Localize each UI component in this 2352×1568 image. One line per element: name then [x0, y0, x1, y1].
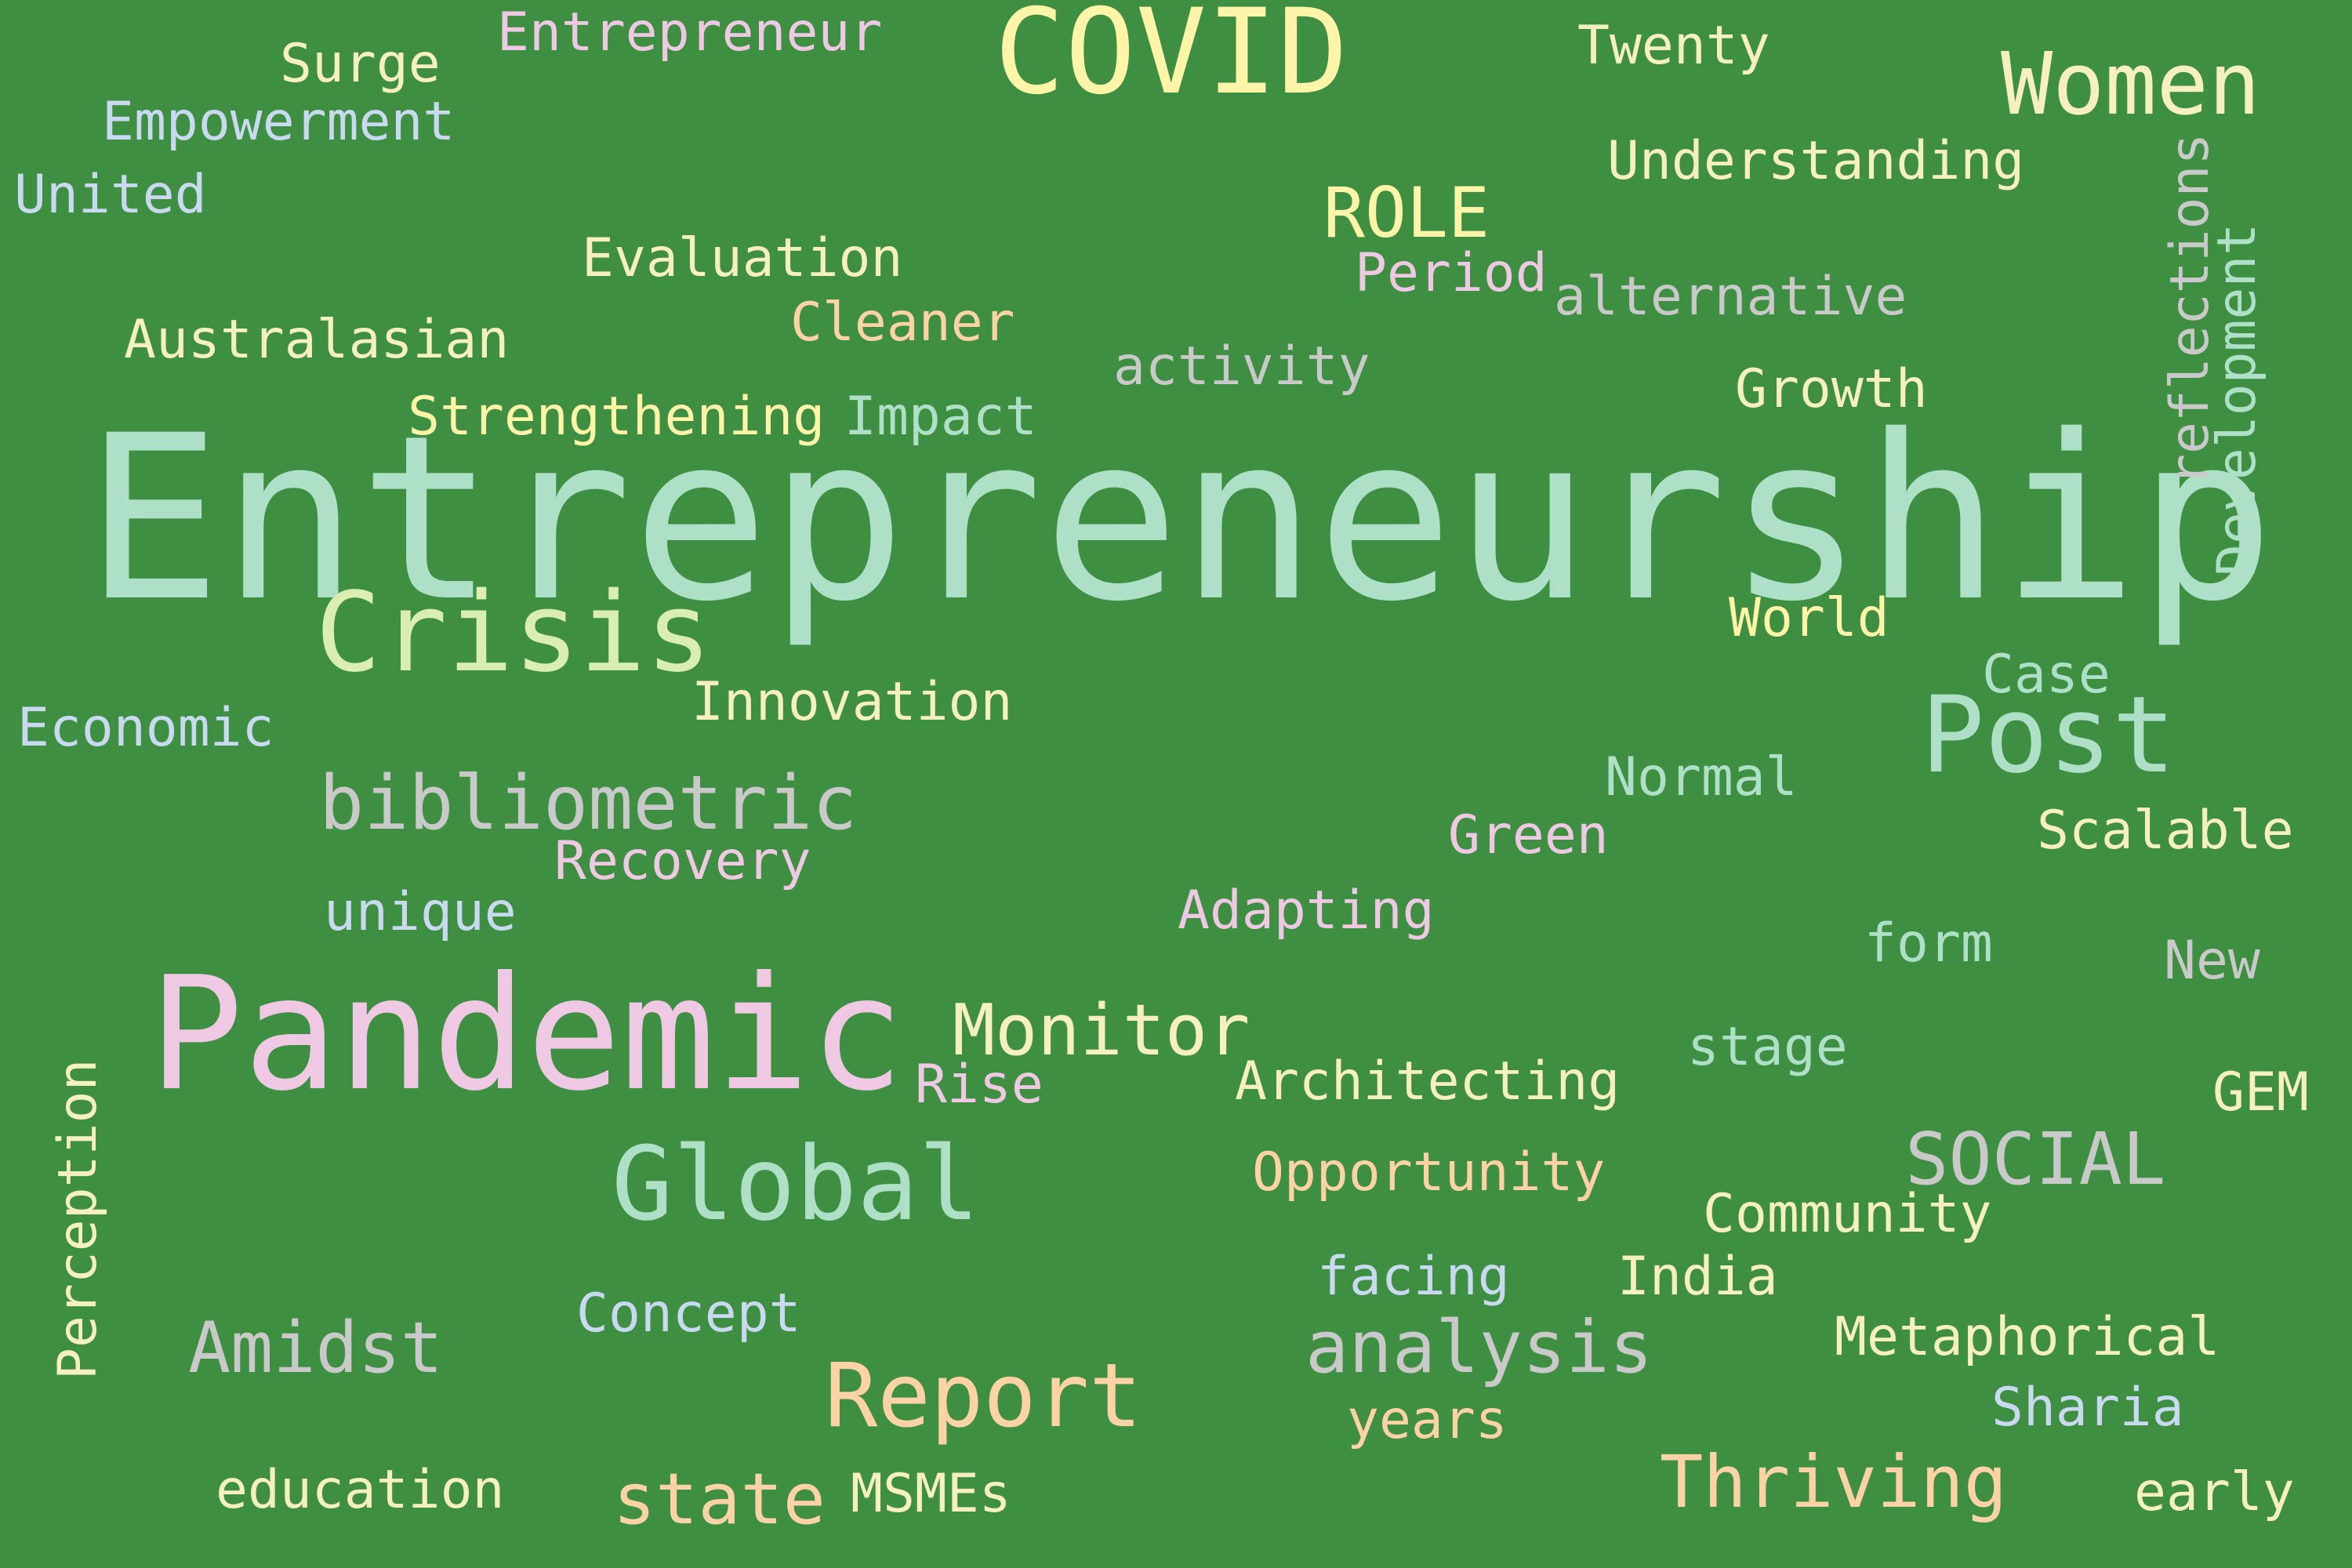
word-women: Women — [2001, 34, 2261, 134]
word-facing: facing — [1317, 1246, 1510, 1308]
word-world: World — [1729, 587, 1889, 649]
word-twenty: Twenty — [1577, 15, 1770, 77]
word-early: early — [2134, 1461, 2295, 1523]
word-innovation: Innovation — [691, 671, 1013, 733]
word-analysis: analysis — [1305, 1305, 1653, 1389]
word-understanding: Understanding — [1607, 130, 2025, 192]
word-perception: Perception — [47, 1058, 109, 1380]
word-years: years — [1347, 1389, 1508, 1451]
word-strengthening: Strengthening — [408, 386, 826, 448]
word-architecting: Architecting — [1235, 1051, 1621, 1112]
word-economic: Economic — [17, 697, 274, 759]
word-scalable: Scalable — [2037, 800, 2294, 862]
word-concept: Concept — [576, 1283, 801, 1345]
word-recovery: Recovery — [554, 830, 811, 892]
word-case: Case — [1982, 644, 2111, 706]
word-impact: Impact — [844, 386, 1037, 448]
word-alternative: alternative — [1554, 266, 1907, 328]
word-amidst: Amidst — [188, 1307, 444, 1389]
word-activity: activity — [1113, 336, 1370, 397]
word-normal: Normal — [1605, 746, 1798, 808]
word-form: form — [1864, 913, 1993, 975]
word-united: United — [14, 164, 207, 226]
word-entrepreneurship: Entrepreneurship — [85, 387, 2275, 652]
word-msmes: MSMEs — [851, 1463, 1011, 1525]
word-gem: GEM — [2212, 1062, 2309, 1123]
word-community: Community — [1703, 1183, 1992, 1245]
word-unique: unique — [324, 881, 517, 943]
word-stage: stage — [1687, 1016, 1848, 1078]
word-monitor: Monitor — [953, 989, 1250, 1072]
word-cleaner: Cleaner — [790, 292, 1015, 354]
word-report: Report — [825, 1345, 1142, 1447]
word-surge: Surge — [280, 33, 441, 95]
word-global: Global — [612, 1124, 980, 1243]
word-entrepreneur: Entrepreneur — [497, 2, 883, 64]
word-role: ROLE — [1323, 172, 1490, 253]
word-evaluation: Evaluation — [582, 227, 903, 289]
word-sharia: Sharia — [1991, 1377, 2184, 1439]
word-pandemic: Pandemic — [149, 943, 905, 1126]
word-growth: Growth — [1735, 358, 1928, 420]
word-empowerment: Empowerment — [102, 91, 456, 153]
word-crisis: Crisis — [315, 569, 712, 697]
word-social: SOCIAL — [1905, 1117, 2166, 1201]
word-metaphorical: Metaphorical — [1835, 1306, 2220, 1368]
word-opportunity: Opportunity — [1252, 1142, 1606, 1203]
word-education: education — [216, 1459, 505, 1521]
word-development: Development — [2206, 223, 2268, 576]
word-post: Post — [1921, 673, 2176, 797]
word-rise: Rise — [915, 1054, 1044, 1116]
word-covid: COVID — [994, 0, 1348, 121]
word-bibliometric: bibliometric — [319, 760, 858, 847]
word-green: Green — [1448, 804, 1609, 866]
word-period: Period — [1355, 242, 1548, 304]
word-new: New — [2164, 930, 2260, 992]
word-australasian: Australasian — [124, 309, 510, 371]
word-india: India — [1617, 1246, 1778, 1308]
word-thriving: Thriving — [1660, 1440, 2008, 1524]
word-state: state — [613, 1458, 826, 1541]
word-adapting: Adapting — [1178, 880, 1435, 942]
